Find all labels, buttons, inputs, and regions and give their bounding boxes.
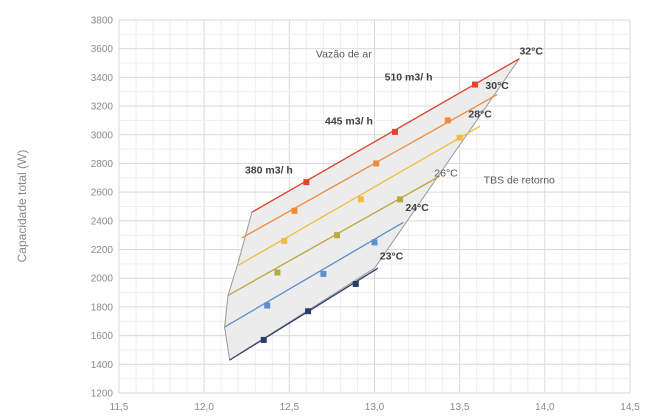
x-tick-label: 14,0 bbox=[535, 402, 555, 413]
data-point bbox=[471, 81, 478, 88]
data-point bbox=[357, 196, 364, 203]
operating-envelope bbox=[224, 58, 520, 361]
data-point bbox=[371, 239, 378, 246]
data-point bbox=[391, 128, 398, 135]
annotation-labels: 380 m3/ h 445 m3/ h 510 m3/ h 32°C 30°C 28°C 2… bbox=[245, 45, 555, 262]
y-tick-label: 3800 bbox=[91, 16, 114, 27]
envelope-region bbox=[224, 58, 520, 361]
series-4 bbox=[224, 221, 404, 328]
data-point bbox=[444, 117, 451, 124]
axis-ticks: 11,5 12,0 12,5 13,0 13,5 14,0 14,5 1200 1400 1600… bbox=[91, 16, 640, 414]
series-1 bbox=[241, 94, 498, 239]
data-point bbox=[456, 134, 463, 141]
data-point bbox=[320, 270, 327, 277]
temperature-label: 28°C bbox=[468, 109, 492, 121]
y-tick-label: 1800 bbox=[91, 302, 114, 313]
y-tick-label: 2200 bbox=[91, 245, 114, 256]
y-tick-label: 3200 bbox=[91, 102, 114, 113]
data-point bbox=[260, 336, 267, 343]
y-axis-label: Capacidade total (W) bbox=[15, 150, 29, 263]
x-tick-label: 14,5 bbox=[620, 402, 640, 413]
data-point bbox=[264, 302, 271, 309]
x-tick-label: 12,0 bbox=[194, 402, 214, 413]
y-tick-label: 2000 bbox=[91, 274, 114, 285]
y-tick-label: 1600 bbox=[91, 331, 114, 342]
series-line bbox=[237, 125, 481, 266]
temperature-label: 32°C bbox=[519, 45, 543, 57]
y-tick-label: 1400 bbox=[91, 360, 114, 371]
temperature-label: 30°C bbox=[485, 80, 509, 92]
y-tick-label: 3600 bbox=[91, 44, 114, 55]
data-point bbox=[281, 237, 288, 244]
temperature-label: 23°C bbox=[380, 251, 404, 263]
data-point bbox=[291, 207, 298, 214]
flow-rate-label: 445 m3/ h bbox=[325, 116, 373, 128]
y-tick-label: 2800 bbox=[91, 159, 114, 170]
data-point bbox=[397, 196, 404, 203]
y-tick-label: 2400 bbox=[91, 216, 114, 227]
y-tick-label: 3000 bbox=[91, 130, 114, 141]
series-2 bbox=[237, 125, 481, 266]
temperature-label: 24°C bbox=[405, 202, 429, 214]
data-point bbox=[334, 232, 341, 239]
series-line bbox=[241, 94, 498, 239]
flow-rate-label: 510 m3/ h bbox=[385, 71, 433, 83]
y-tick-label: 1200 bbox=[91, 389, 114, 400]
data-point bbox=[303, 179, 310, 186]
x-tick-label: 12,5 bbox=[280, 402, 300, 413]
series-line bbox=[227, 175, 440, 297]
data-point bbox=[274, 269, 281, 276]
data-point bbox=[305, 308, 312, 315]
annotation-text: TBS de retorno bbox=[484, 175, 555, 187]
data-point bbox=[373, 160, 380, 167]
annotation-text: Vazão de ar bbox=[316, 48, 372, 60]
data-point bbox=[352, 280, 359, 287]
x-tick-label: 13,5 bbox=[450, 402, 470, 413]
y-tick-label: 3400 bbox=[91, 73, 114, 84]
series-5 bbox=[229, 267, 379, 361]
temperature-label: 26°C bbox=[434, 167, 458, 179]
y-tick-label: 2600 bbox=[91, 188, 114, 199]
x-tick-label: 11,5 bbox=[110, 402, 129, 413]
series-3 bbox=[227, 175, 440, 297]
x-tick-label: 13,0 bbox=[365, 402, 385, 413]
series-0 bbox=[251, 58, 520, 213]
flow-rate-label: 380 m3/ h bbox=[245, 165, 293, 177]
series-layer bbox=[224, 58, 520, 361]
